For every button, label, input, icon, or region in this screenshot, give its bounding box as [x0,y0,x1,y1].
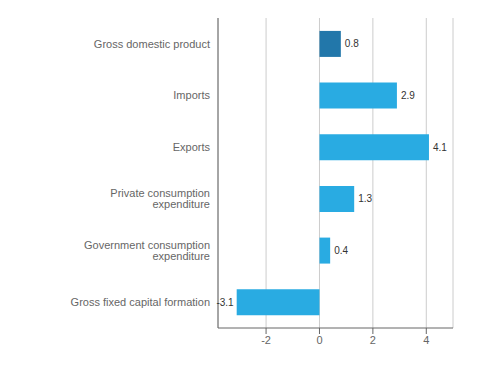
svg-text:0.4: 0.4 [334,245,348,256]
svg-text:0.8: 0.8 [345,38,359,49]
svg-text:4.1: 4.1 [433,142,447,153]
svg-text:Private consumptionexpenditure: Private consumptionexpenditure [110,187,210,210]
svg-text:4: 4 [423,334,429,346]
svg-text:Exports: Exports [173,141,211,153]
svg-text:2.9: 2.9 [401,90,415,101]
svg-text:Government consumptionexpendit: Government consumptionexpenditure [84,239,210,262]
svg-text:0: 0 [316,334,322,346]
svg-text:1.3: 1.3 [358,193,372,204]
svg-text:Imports: Imports [173,89,210,101]
svg-text:Gross domestic product: Gross domestic product [94,38,210,50]
svg-text:-3.1: -3.1 [216,297,234,308]
svg-text:-2: -2 [261,334,271,346]
svg-text:Gross fixed capital formation: Gross fixed capital formation [71,296,210,308]
svg-text:2: 2 [370,334,376,346]
